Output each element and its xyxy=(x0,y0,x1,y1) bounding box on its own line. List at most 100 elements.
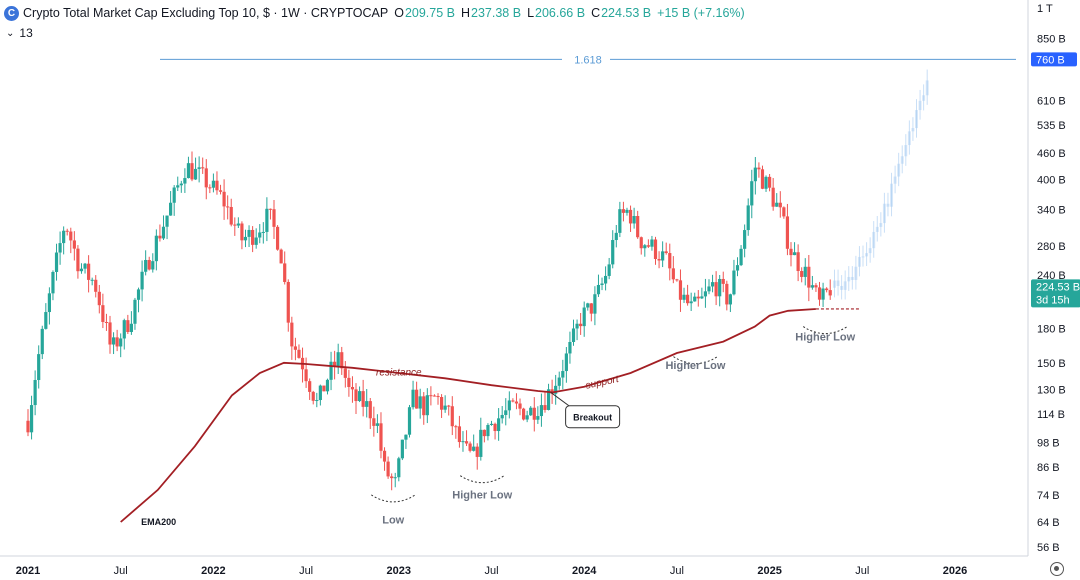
last-price-value: 224.53 B xyxy=(1036,281,1080,293)
chevron-down-icon[interactable]: ⌄ xyxy=(6,27,15,39)
projection-body-4 xyxy=(847,276,851,282)
candle-body-2 xyxy=(33,380,37,406)
candle-body-191 xyxy=(707,286,711,292)
candle-body-37 xyxy=(158,235,162,239)
swing-arc-4 xyxy=(370,494,416,503)
candle-body-113 xyxy=(429,395,433,397)
candle-body-0 xyxy=(26,420,30,433)
breakout-box xyxy=(565,405,621,429)
candle-body-98 xyxy=(375,423,380,426)
candle-body-196 xyxy=(725,283,729,305)
projection-body-9 xyxy=(865,253,869,257)
symbol-title[interactable]: Crypto Total Market Cap Excluding Top 10… xyxy=(23,6,389,20)
candle-body-43 xyxy=(179,183,183,186)
candle-body-219 xyxy=(807,266,811,288)
candle-body-164 xyxy=(611,240,615,265)
close-value: 224.53 B xyxy=(601,6,652,20)
candle-body-74 xyxy=(290,322,294,347)
candle-body-88 xyxy=(340,352,344,369)
indicator-count: 13 xyxy=(19,26,33,40)
candle-body-48 xyxy=(197,167,201,169)
candle-body-154 xyxy=(575,323,579,329)
y-tick-label-4: 535 B xyxy=(1037,120,1066,132)
candle-body-215 xyxy=(792,252,797,256)
candle-body-73 xyxy=(286,281,290,323)
candle-body-185 xyxy=(685,294,690,304)
annotation-support: support xyxy=(585,374,621,392)
candle-body-24 xyxy=(111,337,116,345)
candle-body-192 xyxy=(710,282,715,287)
candle-body-208 xyxy=(768,176,772,188)
candle-body-220 xyxy=(810,285,814,288)
candle-body-133 xyxy=(500,414,504,419)
candle-body-96 xyxy=(368,401,372,419)
candle-body-166 xyxy=(618,209,622,233)
candle-body-167 xyxy=(621,209,626,213)
projection-body-0 xyxy=(832,280,836,288)
candle-body-34 xyxy=(147,259,151,270)
x-tick-label-2: 2022 xyxy=(201,565,225,577)
candle-body-40 xyxy=(169,202,173,216)
candle-body-145 xyxy=(543,405,547,410)
candle-body-105 xyxy=(400,439,404,459)
candle-body-90 xyxy=(347,377,351,387)
candle-body-211 xyxy=(778,202,782,208)
swing-arc-5 xyxy=(459,475,505,484)
candle-body-117 xyxy=(443,405,447,410)
indicators-toggle[interactable]: ⌄ 13 xyxy=(6,26,33,40)
candle-body-155 xyxy=(579,323,583,327)
candle-body-221 xyxy=(814,285,818,288)
candle-body-59 xyxy=(236,223,240,226)
y-tick-label-14: 98 B xyxy=(1037,437,1060,449)
y-tick-label-9: 240 B xyxy=(1037,270,1066,282)
candle-body-116 xyxy=(439,397,444,410)
candle-body-78 xyxy=(304,369,308,382)
candle-body-42 xyxy=(176,185,180,188)
projection-body-2 xyxy=(840,285,844,290)
candle-body-224 xyxy=(825,288,829,291)
candle-body-193 xyxy=(714,282,718,297)
candle-body-21 xyxy=(101,305,105,322)
breakout-pointer xyxy=(550,392,572,409)
candle-body-3 xyxy=(37,354,41,381)
candle-body-33 xyxy=(144,259,148,272)
candle-body-12 xyxy=(69,231,73,241)
candle-body-161 xyxy=(600,283,604,285)
candle-body-75 xyxy=(293,346,298,350)
breakout-label: Breakout xyxy=(573,413,612,423)
candle-body-36 xyxy=(154,235,158,262)
last-price-countdown: 3d 15h xyxy=(1036,294,1070,306)
y-axis[interactable]: 1 T 850 B 610 B 535 B 460 B 400 B 340 B 280 B 24… xyxy=(1031,3,1080,554)
candle-body-138 xyxy=(518,403,522,409)
candle-body-8 xyxy=(54,252,59,272)
candle-body-53 xyxy=(215,180,219,191)
candle-body-176 xyxy=(653,239,658,259)
candle-body-94 xyxy=(361,391,365,407)
x-tick-label-0: 2021 xyxy=(16,565,40,577)
candle-body-99 xyxy=(379,423,383,451)
price-tag-box-0 xyxy=(1031,52,1077,67)
candle-body-128 xyxy=(482,429,486,437)
candle-body-84 xyxy=(325,379,330,392)
candle-body-22 xyxy=(104,321,109,323)
candle-body-93 xyxy=(357,391,362,402)
candle-body-14 xyxy=(76,248,80,272)
projection-body-24 xyxy=(918,100,922,111)
candle-body-97 xyxy=(372,418,376,426)
y-tick-label-0: 1 T xyxy=(1037,3,1053,15)
candle-body-118 xyxy=(447,405,451,407)
x-tick-label-7: Jul xyxy=(670,565,684,577)
y-tick-label-3: 610 B xyxy=(1037,95,1066,107)
x-axis[interactable]: 2021 Jul 2022 Jul 2023 Jul 2024 Jul 2025 Jul 2026 xyxy=(16,565,967,577)
candle-body-4 xyxy=(40,328,44,355)
projection-body-3 xyxy=(843,281,847,290)
y-tick-label-6: 400 B xyxy=(1037,174,1066,186)
candle-body-203 xyxy=(750,181,754,206)
swing-arc-7 xyxy=(802,326,848,335)
candle-body-102 xyxy=(390,476,394,479)
candle-body-198 xyxy=(732,270,736,295)
ema200-line xyxy=(120,308,816,523)
candle-body-173 xyxy=(643,245,647,249)
settings-gear-icon[interactable] xyxy=(1050,562,1064,576)
